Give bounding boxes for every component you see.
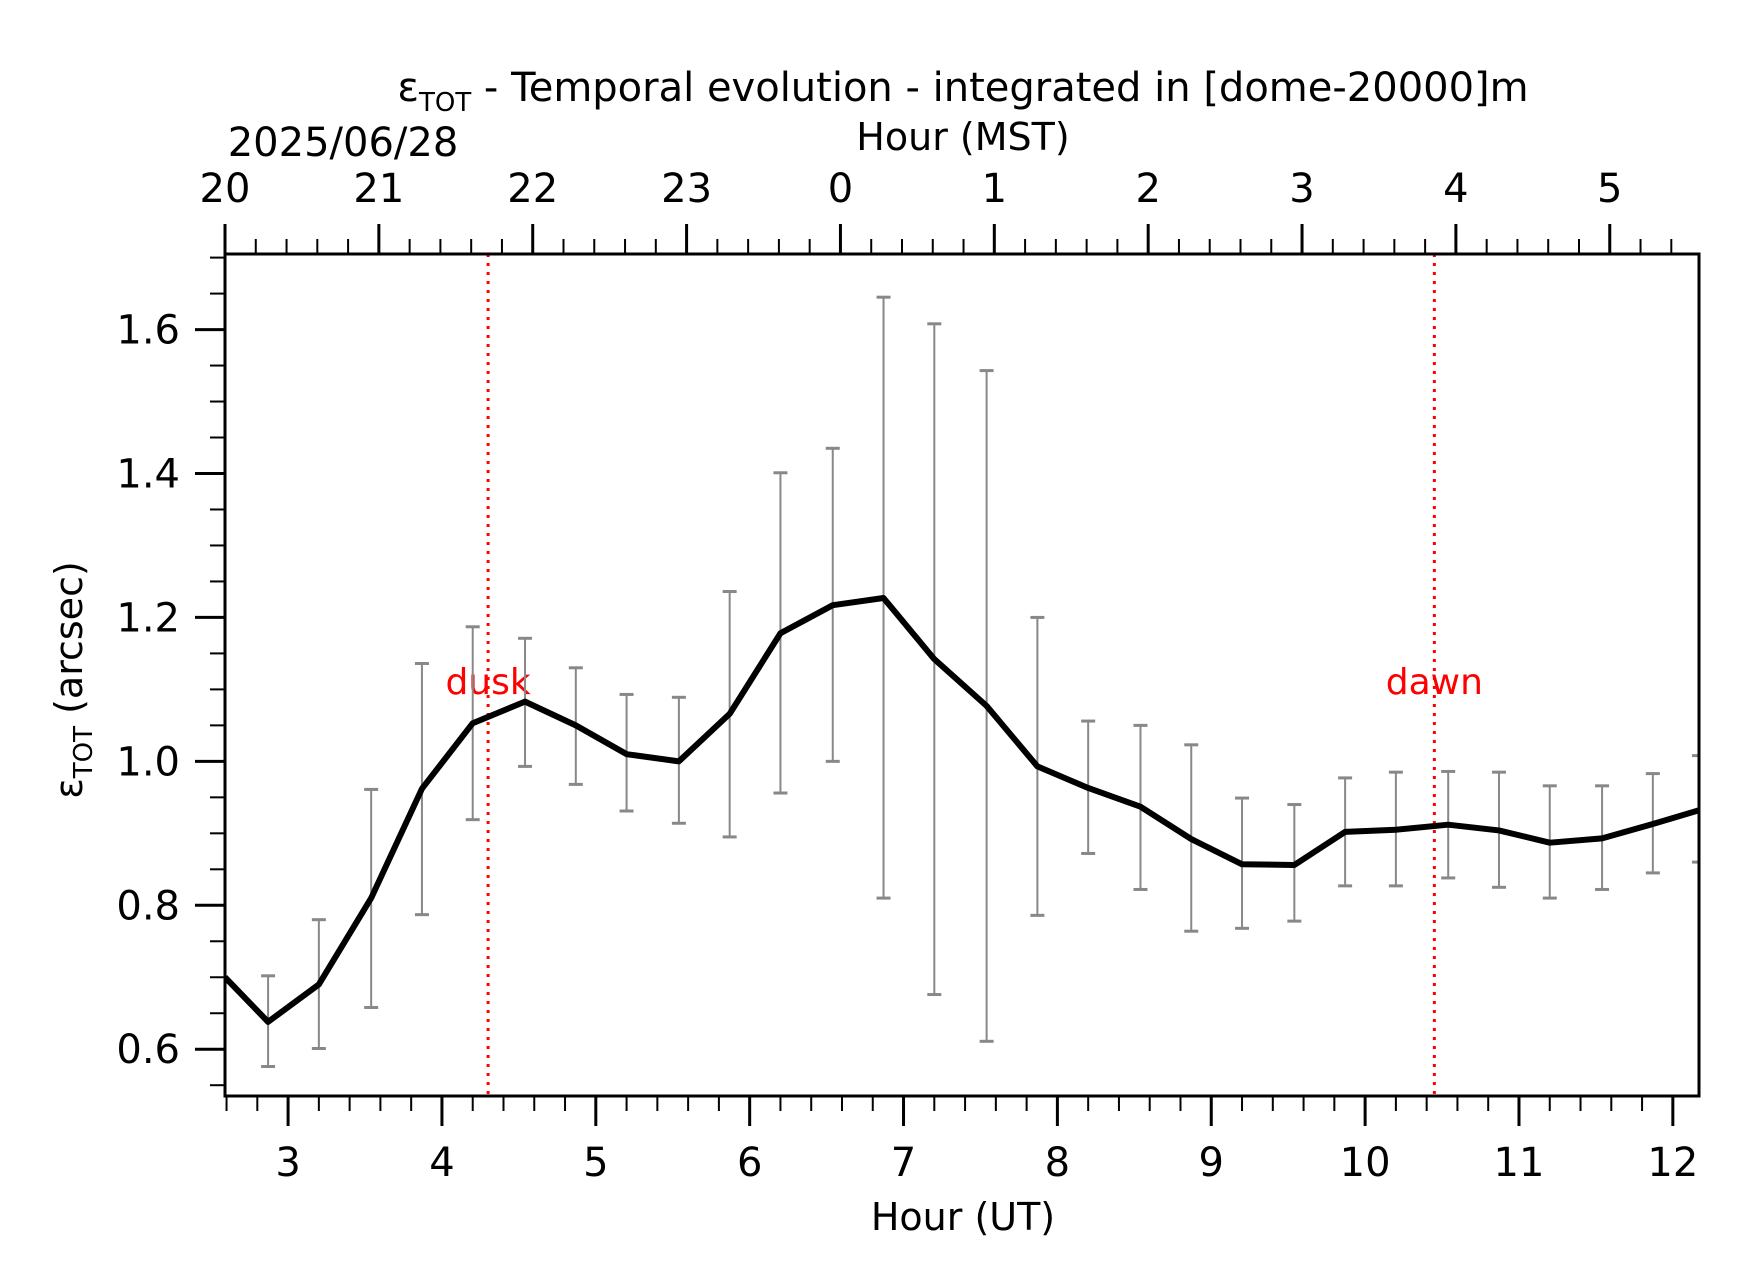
title-symbol: ε: [397, 65, 419, 111]
top-tick-label: 4: [1443, 166, 1468, 212]
ylabel-symbol: ε: [47, 778, 91, 799]
chart-title: εTOT - Temporal evolution - integrated i…: [397, 65, 1528, 118]
x-tick-label: 4: [429, 1140, 454, 1186]
x-tick-label: 11: [1494, 1140, 1545, 1186]
top-tick-label: 22: [507, 166, 558, 212]
x-tick-label: 7: [891, 1140, 916, 1186]
top-tick-label: 5: [1597, 166, 1622, 212]
ylabel-rest: (arcsec): [47, 561, 91, 726]
series-layer: [225, 594, 1699, 1025]
annotation-label-dawn: dawn: [1386, 662, 1483, 703]
y-tick-label: 0.6: [116, 1027, 180, 1073]
y-tick-label: 1.0: [116, 739, 180, 785]
x-tick-label: 8: [1045, 1140, 1070, 1186]
title-rest: - Temporal evolution - integrated in [do…: [471, 65, 1528, 111]
date-label: 2025/06/28: [228, 120, 459, 166]
top-tick-label: 21: [353, 166, 404, 212]
top-tick-label: 2: [1135, 166, 1160, 212]
x-tick-label: 3: [275, 1140, 300, 1186]
series-line: [225, 594, 1699, 1025]
y-tick-label: 1.6: [116, 308, 180, 354]
annotations-layer: dusk dawn: [445, 254, 1483, 1096]
y-tick-label: 0.8: [116, 883, 180, 929]
y-tick-label: 1.4: [116, 451, 180, 497]
ylabel-subscript: TOT: [69, 726, 99, 779]
y-tick-label: 1.2: [116, 595, 180, 641]
y-axis-label: εTOT (arcsec): [47, 561, 99, 799]
top-tick-label: 3: [1289, 166, 1314, 212]
plot-frame: [223, 252, 1701, 1098]
top-tick-label: 20: [200, 166, 251, 212]
x-tick-label: 10: [1340, 1140, 1391, 1186]
top-tick-label: 23: [661, 166, 712, 212]
x-tick-label: 12: [1647, 1140, 1698, 1186]
top-tick-label: 1: [982, 166, 1007, 212]
top-tick-label: 0: [828, 166, 853, 212]
top-axis-label: Hour (MST): [856, 115, 1069, 159]
x-axis-label: Hour (UT): [871, 1195, 1055, 1239]
x-tick-label: 5: [583, 1140, 608, 1186]
title-subscript: TOT: [418, 88, 471, 118]
x-tick-label: 9: [1199, 1140, 1224, 1186]
x-tick-label: 6: [737, 1140, 762, 1186]
annotation-label-dusk: dusk: [445, 662, 530, 703]
